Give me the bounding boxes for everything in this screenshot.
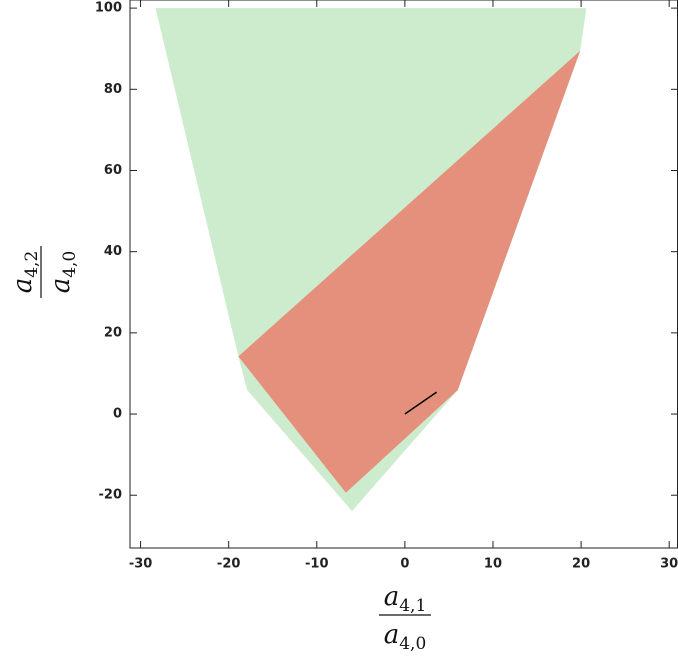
subscript: 4,1 [399,596,426,616]
y-tick-label: 40 [104,244,122,259]
symbol: a [384,620,400,650]
region [238,50,581,493]
axes: -30 -20 -10 0 10 20 30-20020406080100a4,1a4,0a… [8,0,678,654]
y-tick-label: 100 [95,1,122,16]
y-label-numerator: a4,2 [8,251,42,294]
symbol: a [384,582,400,612]
subscript: 4,2 [22,251,42,278]
y-label: a4,2a4,0 [8,246,80,298]
x-tick-label: 30 [660,557,678,572]
x-label-denominator: a4,0 [384,620,427,654]
y-tick-label: -20 [99,488,123,503]
x-tick-label: 0 [400,557,409,572]
y-tick-label: 20 [104,325,122,340]
symbol: a [8,278,38,294]
x-tick-label: 20 [572,557,590,572]
y-label-denominator: a4,0 [46,251,80,294]
subscript: 4,0 [60,251,80,278]
segment [404,391,438,415]
x-label-numerator: a4,1 [384,582,427,616]
x-tick-label: -20 [217,557,241,572]
plot-area [155,8,587,512]
subscript: 4,0 [399,634,426,654]
x-tick-label: -10 [305,557,329,572]
y-tick-label: 60 [104,163,122,178]
y-tick-label: 0 [113,407,122,422]
symbol: a [46,278,76,294]
x-tick-label: -30 [129,557,153,572]
x-tick-label: 10 [484,557,502,572]
y-tick-label: 80 [104,82,122,97]
